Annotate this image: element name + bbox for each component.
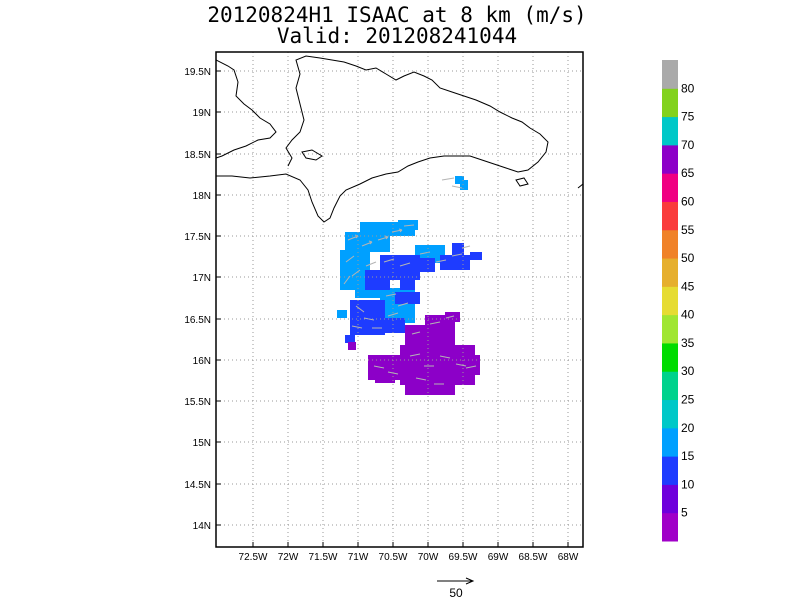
colorbar-label: 70 [681,138,695,152]
chart-title: 20120824H1 ISAAC at 8 km (m/s) [207,3,587,27]
wind-vectors [343,177,477,385]
cells-10-15 [345,243,482,343]
lat-label: 14N [193,521,211,532]
arrowhead-icon [465,577,475,585]
lon-label: 70.5W [379,552,408,563]
colorbar: 5 10 15 20 25 30 35 40 45 50 55 60 65 70 75 80 [662,60,695,542]
vector-key-label: 50 [449,586,463,600]
lon-label: 69W [488,552,509,563]
colorbar-segment [662,314,678,344]
colorbar-segment [662,342,678,372]
lon-label: 71W [348,552,369,563]
colorbar-label: 60 [681,194,695,208]
lon-label: 68W [558,552,579,563]
colorbar-segment [662,286,678,316]
lat-lon-grid [216,52,583,547]
lat-label: 18.5N [184,150,211,161]
lat-label: 16N [193,356,211,367]
colorbar-label: 35 [681,336,695,350]
colorbar-segment [662,144,678,174]
colorbar-label: 30 [681,364,695,378]
colorbar-segment [662,88,678,118]
lon-labels: 72.5W 72W 71.5W 71W 70.5W 70W 69.5W 69W … [239,552,579,563]
colorbar-label: 45 [681,279,695,293]
colorbar-label: 10 [681,477,695,491]
colorbar-label: 75 [681,110,695,124]
colorbar-segment [662,484,678,514]
colorbar-segment [662,229,678,259]
colorbar-label: 5 [681,506,688,520]
lat-label: 16.5N [184,315,211,326]
lat-label: 19.5N [184,67,211,78]
colorbar-label: 80 [681,81,695,95]
lat-label: 18N [193,191,211,202]
valid-time: Valid: 201208241044 [276,24,518,48]
ticks [216,70,569,547]
colorbar-segment [662,60,678,89]
colorbar-segment [662,456,678,485]
colorbar-label: 25 [681,393,695,407]
lon-label: 70W [418,552,439,563]
colorbar-label: 55 [681,223,695,237]
colorbar-segment [662,173,678,202]
lon-label: 72W [278,552,299,563]
lat-label: 19N [193,108,211,119]
vector-key: 50 [437,577,475,600]
lat-labels: 19.5N 19N 18.5N 18N 17.5N 17N 16.5N 16N … [184,67,211,532]
colorbar-label: 20 [681,421,695,435]
wind-speed-cells [337,176,482,395]
lon-label: 68.5W [519,552,548,563]
colorbar-segment [662,427,678,457]
lat-label: 15.5N [184,397,211,408]
lon-label: 71.5W [309,552,338,563]
cells-5-10 [348,312,480,395]
lat-label: 17.5N [184,232,211,243]
colorbar-segment [662,371,678,401]
colorbar-segment [662,258,678,287]
colorbar-segment [662,116,678,146]
colorbar-label: 40 [681,308,695,322]
lon-label: 69.5W [449,552,478,563]
map-frame [215,51,584,548]
lat-label: 14.5N [184,480,211,491]
colorbar-segment [662,201,678,231]
colorbar-segment [662,512,678,542]
lon-label: 72.5W [239,552,268,563]
lat-label: 17N [193,273,211,284]
colorbar-segment [662,399,678,429]
lat-label: 15N [193,438,211,449]
colorbar-label: 15 [681,449,695,463]
colorbar-label: 65 [681,166,695,180]
coastline [216,55,583,223]
colorbar-label: 50 [681,251,695,265]
